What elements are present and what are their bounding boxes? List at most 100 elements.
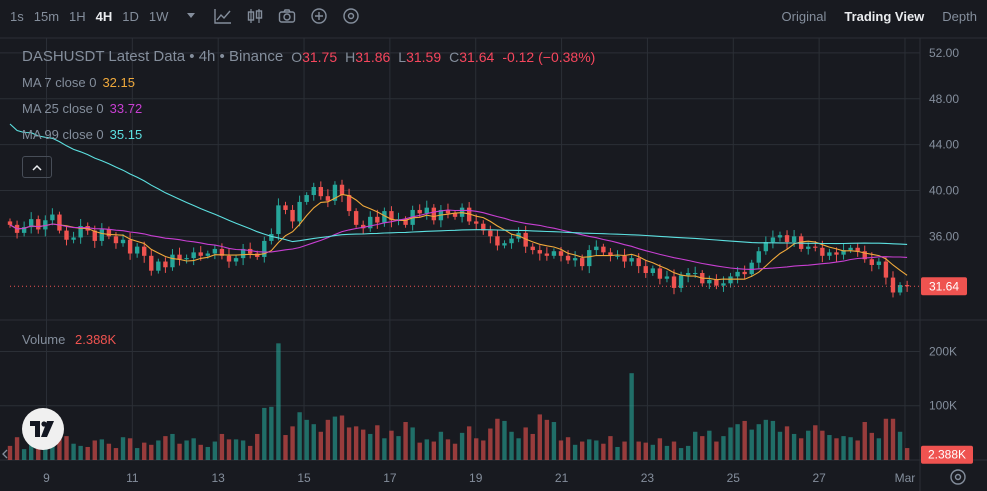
volume-bar [855,440,860,460]
candle-body [177,254,182,260]
volume-bar [205,446,210,460]
volume-bar [848,437,853,460]
volume-bar [770,420,776,460]
collapse-legend-button[interactable] [22,156,52,178]
volume-bar [601,443,606,460]
volume-bar [693,431,698,460]
volume-bar [735,424,740,460]
volume-bar [64,436,69,460]
volume-bar [742,420,747,460]
volume-bar [615,446,620,460]
timeframe-1w[interactable]: 1W [148,8,169,24]
chevron-down-icon[interactable] [182,7,200,25]
line-chart-icon[interactable] [214,7,232,25]
candle-body [106,229,112,237]
volume-bar [403,422,408,460]
candle-body [791,236,797,243]
candle-body [445,209,451,214]
candle-body [297,201,302,222]
candles-icon[interactable] [246,7,264,25]
price-tick-label: 48.00 [929,92,959,106]
time-axis[interactable]: 9 11 13 15 17 19 21 23 25 27 Mar [43,471,915,485]
volume-tick-label: 100K [929,399,957,413]
volume-bar [311,424,316,460]
candle-body [820,247,825,256]
ma7-legend: MA 7 close 0 32.15 [22,73,595,91]
volume-bar [685,445,691,460]
volume-bar [671,441,677,460]
candle-body [36,219,41,230]
candle-body [332,184,338,201]
ma99-legend: MA 99 close 0 35.15 [22,125,595,143]
volume-value: 2.388K [75,332,117,347]
last-price-badge [921,277,967,296]
timeframe-1h[interactable]: 1H [69,8,86,24]
candle-body [339,184,345,196]
candle-body [827,252,832,256]
volume-bar [678,448,684,460]
candle-body [721,283,726,286]
price-chart[interactable]: 52.00 48.00 44.00 40.00 36.00 200K 100K 9 11 13… [0,32,987,491]
candle-body [247,248,253,254]
volume-bar [170,433,175,460]
candle-body [311,187,316,196]
volume-bar [92,440,97,460]
timeframe-4h[interactable]: 4H [95,8,113,24]
time-tick-label: 25 [727,471,741,485]
timeframe-1d[interactable]: 1D [122,8,139,24]
candle-body [424,207,429,214]
candle-body [262,240,267,257]
chart-settings-icon[interactable] [950,469,966,485]
plus-circle-icon[interactable] [310,7,328,25]
volume-bar [21,449,27,460]
volume-bar [565,437,571,460]
candle-body [21,227,27,233]
candle-body [671,276,677,288]
view-tab-depth[interactable]: Depth [942,8,977,24]
candle-body [389,211,394,221]
candle-body [375,216,380,223]
candle-body [29,219,34,228]
candle-body [685,273,691,276]
candle-body [629,258,634,262]
candle-body [212,248,218,254]
candle-body [57,214,62,231]
volume-bar [156,440,161,460]
volume-bar [332,416,338,460]
camera-icon[interactable] [278,7,296,25]
volume-bar [99,439,105,460]
candle-body [233,258,239,262]
candle-body [763,242,769,252]
timeframe-1s[interactable]: 1s [10,8,24,24]
candle-body [523,232,528,247]
price-tick-label: 44.00 [929,138,959,152]
candle-body [777,235,783,238]
view-tab-trading-view[interactable]: Trading View [844,8,925,24]
candle-body [509,238,514,244]
candle-body [615,255,620,257]
candle-body [113,236,119,244]
timeframe-15m[interactable]: 15m [33,8,60,24]
volume-bar [184,440,189,460]
candle-body [43,220,48,230]
tradingview-logo-icon[interactable] [22,408,64,450]
time-tick-label: 27 [812,471,826,485]
candle-body [544,253,550,256]
volume-bar [784,426,790,460]
candle-body [120,239,126,244]
candle-body [855,247,860,252]
volume-bar [551,422,557,460]
price-axis[interactable]: 52.00 48.00 44.00 40.00 36.00 [929,46,959,243]
volume-bar [240,440,246,460]
candle-body [156,261,161,271]
candle-body [813,246,818,248]
volume-bar [29,440,34,460]
view-tab-original[interactable]: Original [781,8,827,24]
candle-body [636,258,641,267]
candle-body [862,251,867,260]
candle-body [191,252,196,259]
volume-bar [608,436,613,460]
settings-icon[interactable] [342,7,360,25]
scroll-left-icon[interactable] [2,449,8,459]
volume-bar [827,435,832,460]
